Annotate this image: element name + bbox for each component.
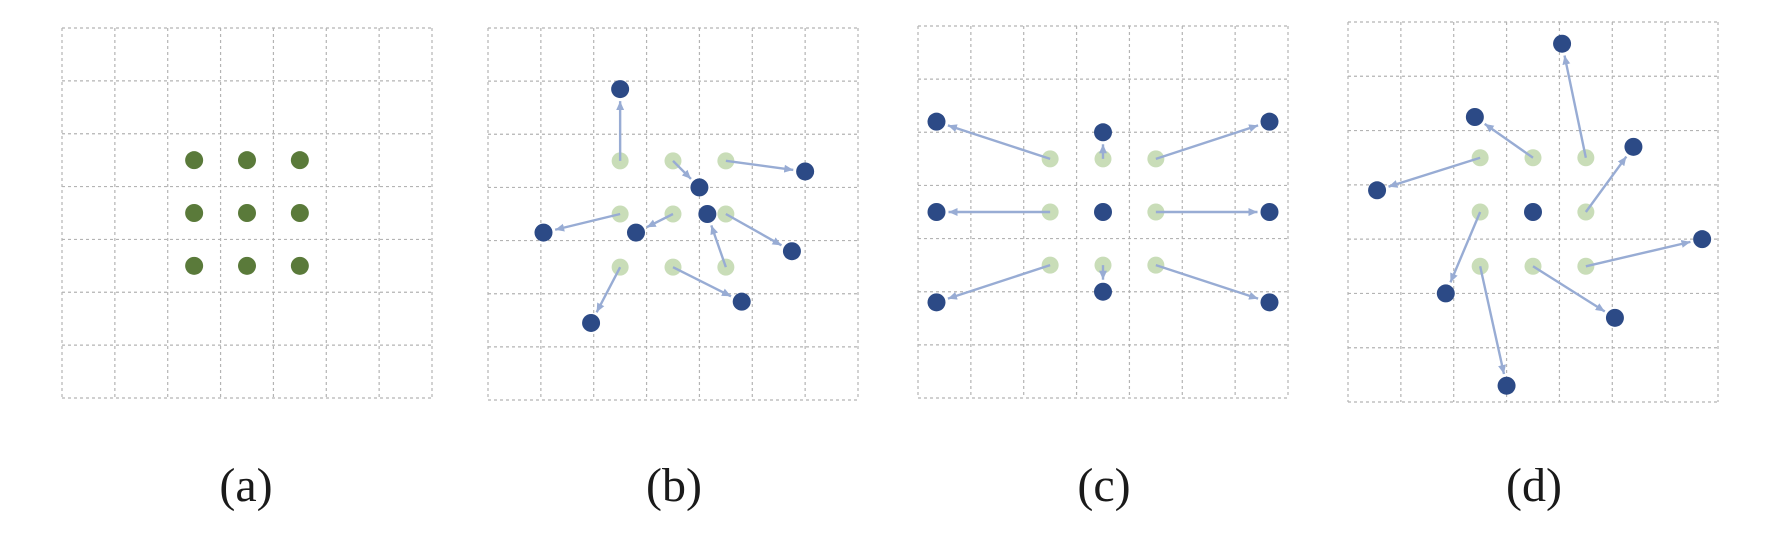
sampling-point: [290, 256, 309, 275]
offset-sampling-point: [1094, 282, 1112, 301]
sampling-grid: [1347, 21, 1719, 403]
offset-arrow: [1483, 122, 1534, 159]
offset-arrow: [947, 264, 1051, 300]
offset-sampling-point: [1524, 203, 1542, 221]
offset-arrow: [554, 212, 621, 232]
offset-sampling-point: [582, 313, 601, 332]
panel-c: [917, 25, 1289, 399]
offset-sampling-point: [927, 203, 946, 221]
offset-sampling-point: [690, 178, 709, 197]
panel-d-label: (d): [1506, 459, 1562, 512]
offset-sampling-point: [1436, 284, 1455, 303]
offset-sampling-point: [732, 292, 751, 311]
sampling-point: [185, 256, 204, 275]
sampling-point: [238, 204, 256, 222]
offset-sampling-point: [927, 112, 946, 131]
offset-arrow: [1155, 264, 1259, 300]
offset-arrow: [1584, 155, 1628, 213]
offset-arrow: [710, 224, 727, 268]
offset-arrow: [646, 212, 674, 229]
offset-arrow: [725, 159, 794, 173]
offset-arrow: [947, 124, 1051, 160]
sampling-point: [290, 151, 309, 170]
offset-sampling-point: [1605, 308, 1624, 327]
offset-sampling-point: [1497, 376, 1516, 395]
sampling-point: [290, 204, 309, 222]
offset-sampling-point: [1553, 34, 1572, 53]
offset-arrow: [1388, 156, 1481, 188]
offset-sampling-point: [698, 205, 717, 223]
panel-c-label: (c): [1077, 459, 1131, 512]
offset-arrow: [672, 160, 692, 180]
sampling-grid: [61, 27, 433, 399]
sampling-point: [185, 151, 204, 170]
offset-arrow: [725, 212, 783, 247]
offset-sampling-point: [611, 80, 630, 99]
offset-arrow: [595, 266, 622, 313]
offset-sampling-point: [534, 223, 553, 242]
offset-arrow: [1478, 266, 1506, 375]
sampling-point: [238, 256, 256, 275]
offset-sampling-point: [627, 223, 645, 242]
panel-d: [1347, 21, 1719, 403]
offset-sampling-point: [782, 242, 801, 261]
offset-arrow: [1532, 265, 1606, 313]
offset-arrow: [672, 266, 732, 298]
offset-sampling-point: [1260, 293, 1279, 312]
offset-sampling-point: [1624, 137, 1643, 156]
offset-arrow: [1562, 55, 1588, 158]
panel-b-label: (b): [646, 459, 702, 512]
panel-b: [487, 27, 859, 401]
offset-arrow: [1155, 124, 1259, 160]
offset-sampling-point: [1260, 112, 1279, 131]
offset-sampling-point: [796, 162, 815, 181]
offset-sampling-point: [1260, 203, 1279, 221]
panel-a-label: (a): [219, 459, 273, 512]
offset-sampling-point: [1094, 123, 1112, 142]
offset-sampling-point: [1368, 181, 1387, 200]
offset-sampling-point: [1094, 203, 1112, 221]
offset-arrow: [1449, 211, 1482, 283]
offset-sampling-point: [1465, 108, 1484, 126]
panel-a: [61, 27, 433, 399]
offset-arrow: [1585, 240, 1691, 268]
sampling-point: [238, 151, 256, 170]
offset-sampling-point: [1693, 230, 1712, 249]
sampling-point: [185, 204, 204, 222]
offset-sampling-point: [927, 293, 946, 312]
